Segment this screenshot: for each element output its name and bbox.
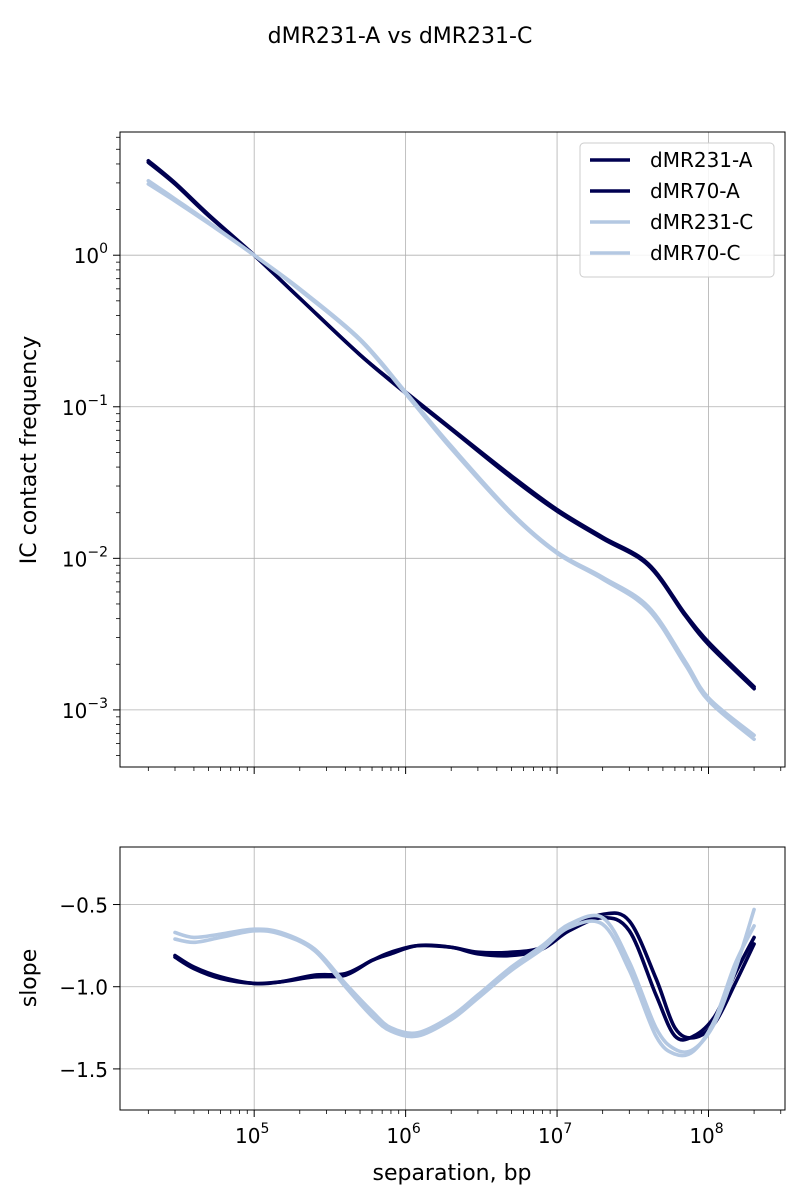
y-tick-label: −1.5	[59, 1058, 108, 1082]
legend-frame	[579, 142, 775, 278]
y-tick-label-exponent: 0	[99, 241, 108, 257]
x-tick-label-exponent: 7	[563, 1121, 572, 1137]
y-tick-label: 10−2	[62, 544, 108, 571]
series-line-dmr70-a	[173, 915, 756, 1042]
y-tick-label: 100	[74, 241, 108, 268]
legend: dMR231-A dMR70-A dMR231-C dMR70-C	[579, 142, 775, 278]
y-tick-label-exponent: −3	[87, 696, 108, 712]
top-series-lines	[146, 158, 756, 742]
x-tick-label: 106	[386, 1121, 420, 1148]
x-tick-label: 105	[235, 1121, 269, 1148]
x-tick-label-exponent: 5	[260, 1121, 269, 1137]
y-tick-label: −0.5	[59, 894, 108, 918]
x-tick-label-base: 10	[235, 1124, 260, 1148]
y-tick-label-base: 10	[62, 547, 87, 571]
bottom-axes-frame	[119, 846, 786, 1111]
legend-label-dmr70-a: dMR70-A	[650, 179, 740, 203]
y-tick-label: 10−1	[62, 393, 108, 420]
x-tick-label-exponent: 8	[715, 1121, 724, 1137]
x-tick-label: 108	[689, 1121, 723, 1148]
top-axes-frame	[119, 131, 786, 768]
y-tick-label: −1.0	[59, 976, 108, 1000]
bottom-ticks: 105 106 107 108−0.5−1.0−1.5	[59, 894, 782, 1148]
bottom-panel: 105 106 107 108−0.5−1.0−1.5 slope separatio…	[17, 846, 786, 1186]
top-y-axis-label: IC contact frequency	[17, 336, 42, 565]
bottom-series-lines	[173, 907, 756, 1058]
bottom-y-axis-label: slope	[17, 949, 42, 1008]
figure-title: dMR231-A vs dMR231-C	[268, 24, 533, 49]
x-tick-label: 107	[538, 1121, 572, 1148]
bottom-grid	[120, 847, 785, 1110]
y-tick-label-base: 10	[62, 699, 87, 723]
x-tick-label-exponent: 6	[412, 1121, 421, 1137]
y-tick-label-base: 10	[74, 244, 99, 268]
legend-label-dmr70-c: dMR70-C	[650, 241, 740, 265]
y-tick-label-base: 10	[62, 396, 87, 420]
series-line-dmr70-a	[146, 160, 756, 691]
series-line-dmr70-c	[146, 182, 756, 742]
x-tick-label-base: 10	[538, 1124, 563, 1148]
legend-label-dmr231-c: dMR231-C	[650, 210, 753, 234]
y-tick-label-exponent: −2	[87, 544, 108, 560]
series-line-dmr70-c	[173, 919, 756, 1058]
legend-label-dmr231-a: dMR231-A	[650, 148, 753, 172]
bottom-x-axis-label: separation, bp	[372, 1161, 531, 1186]
y-tick-label-exponent: −1	[87, 393, 108, 409]
x-tick-label-base: 10	[386, 1124, 411, 1148]
y-tick-label: 10−3	[62, 696, 108, 723]
x-tick-label-base: 10	[689, 1124, 714, 1148]
